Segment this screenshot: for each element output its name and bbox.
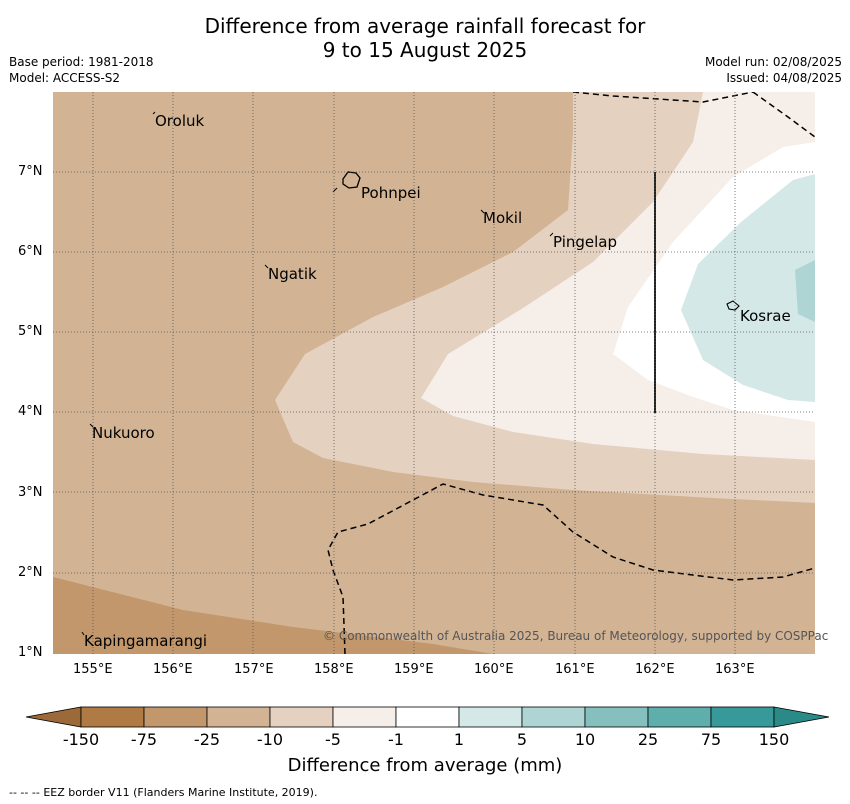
place-label-pingelap: Pingelap	[553, 233, 618, 251]
colorbar-segment	[521, 706, 586, 728]
oroluk-mark	[152, 111, 156, 115]
colorbar-segment	[143, 706, 208, 728]
model-text: Model: ACCESS-S2	[9, 71, 121, 85]
chart-title-line1: Difference from average rainfall forecas…	[204, 14, 646, 38]
lon-tick-161: 161°E	[555, 662, 595, 677]
lat-tick-1n: 1°N	[18, 645, 43, 660]
colorbar-label: -150	[62, 730, 100, 749]
lat-tick-5n: 5°N	[18, 324, 43, 339]
place-label-mokil: Mokil	[483, 209, 523, 227]
lon-tick-160: 160°E	[474, 662, 514, 677]
colorbar-segment	[710, 706, 775, 728]
lon-tick-158: 158°E	[314, 662, 354, 677]
issued-text: Issued: 04/08/2025	[726, 71, 842, 85]
colorbar-segment	[206, 706, 271, 728]
ngatik-mark	[264, 264, 269, 269]
lat-tick-4n: 4°N	[18, 404, 43, 419]
lat-tick-3n: 3°N	[18, 485, 43, 500]
colorbar-label: 75	[700, 730, 722, 749]
colorbar-segment	[395, 706, 460, 728]
eez-border-northeast	[752, 92, 815, 138]
colorbar-label: -10	[256, 730, 284, 749]
contour-fill-plus5	[795, 260, 815, 322]
dashed-line-icon: -- -- --	[9, 786, 44, 799]
colorbar-label: 150	[758, 730, 790, 749]
lon-tick-162: 162°E	[635, 662, 675, 677]
colorbar-label: -75	[130, 730, 158, 749]
place-label-oroluk: Oroluk	[155, 112, 205, 130]
colorbar-segment	[458, 706, 523, 728]
eez-legend-text: EEZ border V11 (Flanders Marine Institut…	[43, 786, 318, 799]
lon-tick-156: 156°E	[153, 662, 193, 677]
base-period-text: Base period: 1981-2018	[9, 55, 154, 69]
lon-tick-157: 157°E	[234, 662, 274, 677]
colorbar-segment	[269, 706, 334, 728]
kosrae-island-shape	[726, 300, 740, 311]
place-label-nukuoro: Nukuoro	[92, 424, 155, 442]
lat-tick-6n: 6°N	[18, 244, 43, 259]
colorbar-label: 25	[637, 730, 659, 749]
colorbar-label: 5	[516, 730, 528, 749]
lon-tick-159: 159°E	[394, 662, 434, 677]
colorbar-label: 1	[453, 730, 465, 749]
eez-border-north	[572, 92, 754, 103]
gridlines	[53, 92, 815, 654]
copyright-text: © Commonwealth of Australia 2025, Bureau…	[323, 629, 829, 643]
place-label-ngatik: Ngatik	[268, 265, 317, 283]
pohnpei-island-shape	[342, 171, 361, 189]
colorbar-label: -5	[325, 730, 341, 749]
colorbar-extend-low	[25, 706, 82, 728]
colorbar-label: 10	[574, 730, 596, 749]
colorbar-segment	[584, 706, 649, 728]
colorbar	[25, 706, 830, 728]
place-label-pohnpei: Pohnpei	[361, 184, 421, 202]
contour-fill-minus75	[53, 577, 493, 654]
colorbar-extend-high	[773, 706, 830, 728]
lon-tick-155: 155°E	[73, 662, 113, 677]
eez-border-south	[327, 483, 815, 654]
place-label-kosrae: Kosrae	[740, 307, 791, 325]
model-run-text: Model run: 02/08/2025	[704, 55, 842, 69]
lon-tick-163: 163°E	[715, 662, 755, 677]
kapingamarangi-mark	[81, 631, 85, 636]
eez-legend: -- -- -- EEZ border V11 (Flanders Marine…	[9, 786, 317, 799]
colorbar-segment	[80, 706, 145, 728]
rainfall-map	[53, 92, 815, 654]
colorbar-title: Difference from average (mm)	[287, 755, 563, 776]
contour-fill-plus1	[681, 174, 815, 402]
colorbar-label: -25	[193, 730, 221, 749]
mokil-mark	[480, 209, 485, 214]
place-label-kapingamarangi: Kapingamarangi	[84, 632, 208, 650]
lat-tick-7n: 7°N	[18, 164, 43, 179]
chart-title-line2: 9 to 15 August 2025	[322, 38, 528, 62]
pingelap-mark	[549, 232, 554, 237]
nukuoro-mark	[89, 423, 94, 428]
colorbar-segment	[332, 706, 397, 728]
lat-tick-2n: 2°N	[18, 565, 43, 580]
colorbar-segment	[647, 706, 712, 728]
colorbar-label: -1	[388, 730, 404, 749]
